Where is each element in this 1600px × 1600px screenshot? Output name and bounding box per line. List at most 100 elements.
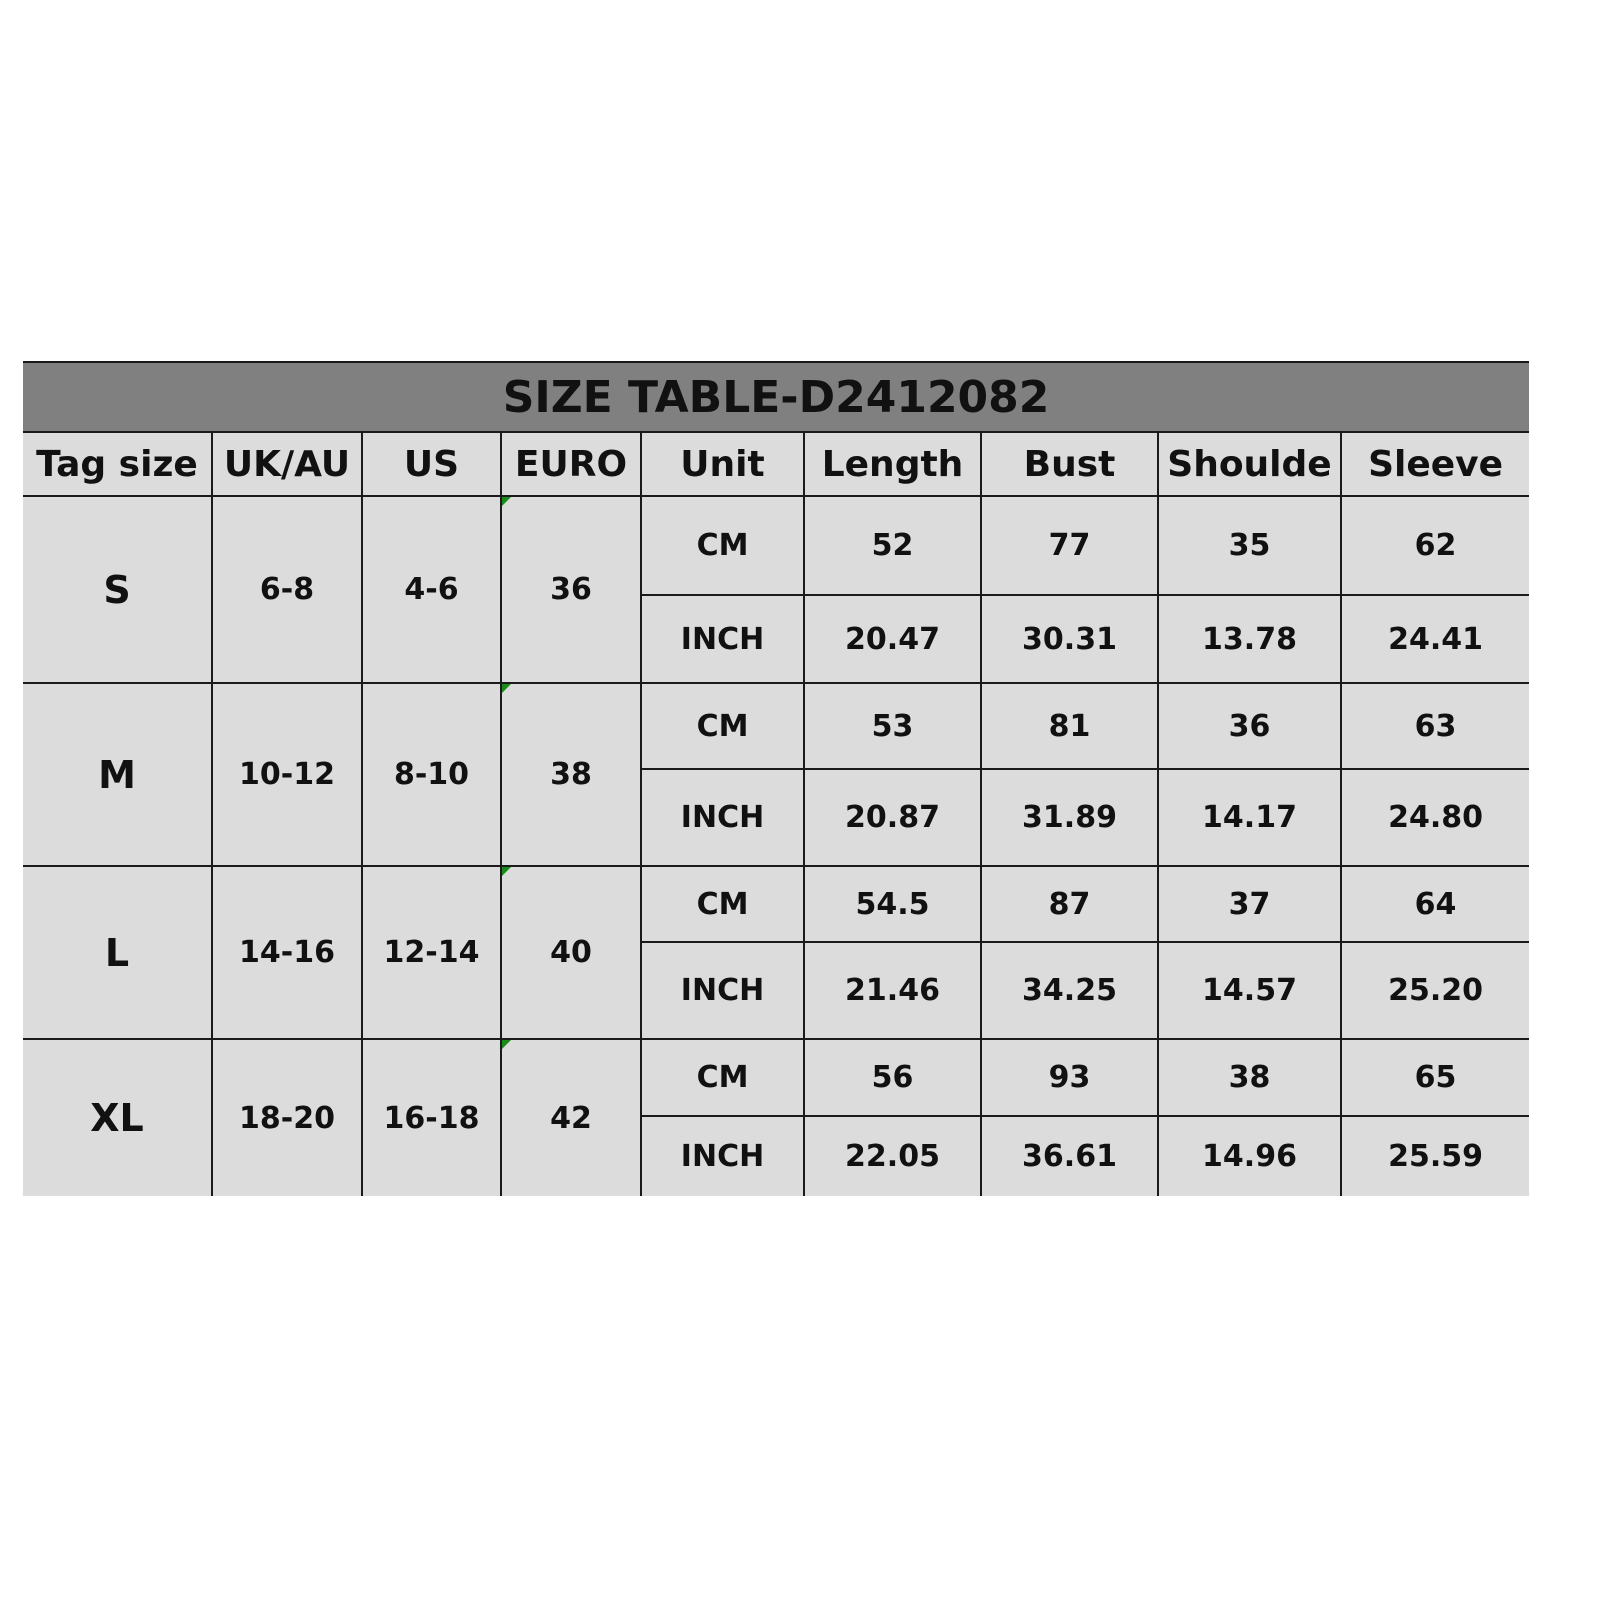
bust-cell: 34.25 xyxy=(980,941,1159,1040)
length-cell-text: 53 xyxy=(871,708,914,744)
unit-cell: CM xyxy=(640,495,805,596)
sleeve-cell-text: 63 xyxy=(1414,708,1457,744)
unit-cell: INCH xyxy=(641,941,805,1040)
length-cell-text: 52 xyxy=(871,528,914,563)
shoulder-cell-text: 38 xyxy=(1228,1060,1271,1095)
table-title: SIZE TABLE-D2412082 xyxy=(23,361,1530,433)
bust-cell-text: 34.25 xyxy=(1022,973,1117,1008)
shoulder-cell: 14.17 xyxy=(1157,768,1342,867)
table-row: INCH 20.87 31.89 14.17 24.80 xyxy=(23,768,1530,867)
bust-cell-text: 93 xyxy=(1048,1060,1091,1095)
us-cell-text: 8-10 xyxy=(393,757,470,792)
shoulder-cell: 14.57 xyxy=(1157,941,1342,1040)
sleeve-cell: 25.20 xyxy=(1339,941,1530,1040)
us-cell: 16-18 xyxy=(361,1038,502,1196)
uk-au-cell: 14-16 xyxy=(211,865,363,1040)
bust-cell: 87 xyxy=(980,865,1159,943)
header-euro: EURO xyxy=(500,431,642,497)
bust-cell-text: 36.61 xyxy=(1022,1139,1117,1174)
title-row: SIZE TABLE-D2412082 xyxy=(23,361,1530,433)
shoulder-cell-text: 13.78 xyxy=(1202,621,1297,657)
shoulder-cell: 36 xyxy=(1157,682,1342,770)
table-row: INCH 21.46 34.25 14.57 25.20 xyxy=(23,941,1530,1040)
length-cell: 56 xyxy=(803,1038,982,1117)
shoulder-cell: 35 xyxy=(1157,495,1342,596)
unit-cell: INCH xyxy=(641,768,805,867)
shoulder-cell-text: 14.17 xyxy=(1202,800,1297,835)
length-cell-text: 20.47 xyxy=(845,621,940,657)
unit-cell: CM xyxy=(640,682,805,770)
sleeve-cell-text: 25.59 xyxy=(1388,1139,1483,1174)
length-cell: 20.87 xyxy=(803,768,982,867)
sleeve-cell-text: 64 xyxy=(1414,886,1457,922)
length-cell-text: 54.5 xyxy=(855,886,930,922)
euro-cell-text: 42 xyxy=(550,1100,592,1136)
us-cell: 4-6 xyxy=(361,495,502,684)
unit-cell-text: CM xyxy=(696,708,749,744)
uk-au-cell-text: 10-12 xyxy=(239,757,335,792)
euro-cell: 40 xyxy=(500,865,642,1040)
unit-cell: INCH xyxy=(641,1115,805,1196)
bust-cell-text: 77 xyxy=(1048,528,1091,563)
length-cell: 20.47 xyxy=(803,594,982,684)
header-uk-au: UK/AU xyxy=(211,431,363,497)
bust-cell: 93 xyxy=(980,1038,1159,1117)
shoulder-cell: 14.96 xyxy=(1157,1115,1342,1196)
tag-size-cell: M xyxy=(23,682,213,867)
table-row: INCH 20.47 30.31 13.78 24.41 xyxy=(23,594,1530,684)
uk-au-cell: 10-12 xyxy=(211,682,363,867)
euro-cell-text: 40 xyxy=(550,935,592,970)
bust-cell: 36.61 xyxy=(980,1115,1159,1196)
header-length: Length xyxy=(803,431,982,497)
tag-size-cell: S xyxy=(23,495,213,684)
bust-cell: 81 xyxy=(980,682,1159,770)
sleeve-cell: 25.59 xyxy=(1339,1115,1530,1196)
bust-cell: 31.89 xyxy=(980,768,1159,867)
bust-cell-text: 81 xyxy=(1048,708,1091,744)
shoulder-cell-text: 37 xyxy=(1228,886,1271,922)
unit-cell: INCH xyxy=(641,594,805,684)
bust-cell: 77 xyxy=(980,495,1159,596)
unit-cell-text: CM xyxy=(696,528,749,563)
us-cell-text: 16-18 xyxy=(383,1100,480,1136)
sleeve-cell: 24.80 xyxy=(1339,768,1530,867)
euro-cell-text: 38 xyxy=(550,757,592,792)
length-cell: 53 xyxy=(803,682,982,770)
tag-size-cell-text: M xyxy=(98,752,136,797)
bust-cell-text: 87 xyxy=(1048,886,1091,922)
header-row: Tag size UK/AU US EURO Unit Length Bust Shoulde… xyxy=(23,431,1530,497)
shoulder-cell-text: 14.96 xyxy=(1202,1139,1297,1174)
length-cell-text: 22.05 xyxy=(845,1139,940,1174)
shoulder-cell-text: 36 xyxy=(1228,708,1271,744)
header-bust: Bust xyxy=(980,431,1159,497)
size-table: SIZE TABLE-D2412082 Tag size UK/AU US EURO U… xyxy=(23,361,1530,1196)
shoulder-cell-text: 35 xyxy=(1228,528,1271,563)
sleeve-cell: 62 xyxy=(1339,495,1530,596)
length-cell: 21.46 xyxy=(803,941,982,1040)
tag-size-cell-text: S xyxy=(103,567,131,612)
sleeve-cell: 65 xyxy=(1339,1038,1530,1117)
table-row: L 14-16 12-14 40 CM 54.5 87 37 64 xyxy=(23,865,1530,1040)
size-table-container: SIZE TABLE-D2412082 Tag size UK/AU US EURO U… xyxy=(23,361,1530,1196)
table-row: XL 18-20 16-18 42 CM 56 93 38 65 xyxy=(23,1038,1530,1196)
tag-size-cell: XL xyxy=(23,1038,213,1196)
unit-cell: CM xyxy=(640,865,805,943)
length-cell: 22.05 xyxy=(803,1115,982,1196)
unit-cell-text: INCH xyxy=(680,1139,765,1174)
unit-cell-text: CM xyxy=(696,1060,749,1095)
cell-marker-icon xyxy=(503,868,511,876)
length-cell: 54.5 xyxy=(803,865,982,943)
unit-cell: CM xyxy=(640,1038,805,1117)
bust-cell: 30.31 xyxy=(980,594,1159,684)
uk-au-cell-text: 14-16 xyxy=(239,935,335,970)
table-row: S 6-8 4-6 36 CM 52 77 35 62 xyxy=(23,495,1530,684)
length-cell-text: 21.46 xyxy=(845,973,940,1008)
tag-size-cell-text: L xyxy=(104,930,130,975)
euro-cell: 36 xyxy=(500,495,642,684)
uk-au-cell-text: 6-8 xyxy=(259,572,315,607)
bust-cell-text: 30.31 xyxy=(1022,621,1117,657)
header-sleeve: Sleeve xyxy=(1339,431,1530,497)
header-us: US xyxy=(361,431,502,497)
sleeve-cell: 24.41 xyxy=(1339,594,1530,684)
length-cell-text: 56 xyxy=(871,1060,914,1095)
